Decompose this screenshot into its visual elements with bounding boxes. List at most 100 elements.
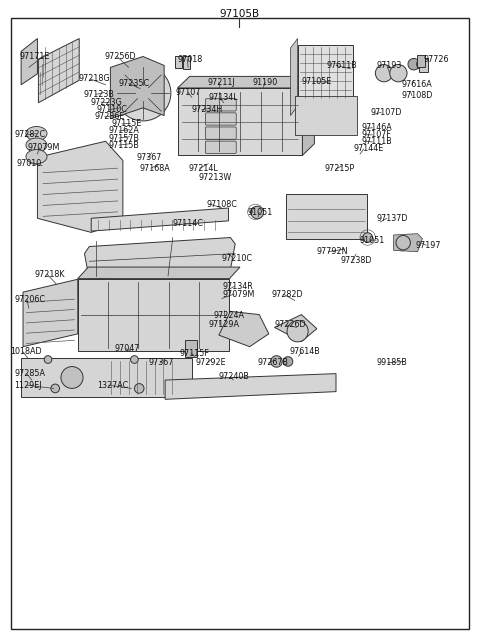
Polygon shape <box>110 56 164 119</box>
Ellipse shape <box>26 138 47 152</box>
Text: 97292E: 97292E <box>196 358 227 367</box>
Bar <box>183 56 190 69</box>
Bar <box>185 340 197 357</box>
Circle shape <box>375 65 393 82</box>
Text: 97108C: 97108C <box>206 200 237 209</box>
Text: 97137D: 97137D <box>376 214 408 223</box>
Circle shape <box>251 207 260 216</box>
Polygon shape <box>91 208 228 231</box>
Circle shape <box>115 65 171 121</box>
Text: 97047: 97047 <box>114 344 140 353</box>
Polygon shape <box>78 267 240 279</box>
Bar <box>286 194 367 239</box>
Text: 97218K: 97218K <box>35 270 65 279</box>
Text: 97105B: 97105B <box>219 9 259 19</box>
Text: 97616A: 97616A <box>401 80 432 89</box>
Text: 97115E: 97115E <box>111 119 142 128</box>
Text: 97256D: 97256D <box>105 52 136 61</box>
Text: 97105E: 97105E <box>301 77 332 86</box>
Text: 97223G: 97223G <box>90 98 122 107</box>
Bar <box>175 56 182 68</box>
Text: 97107F: 97107F <box>362 130 392 139</box>
Circle shape <box>408 58 420 70</box>
Text: 97234H: 97234H <box>191 105 222 114</box>
Text: 97224A: 97224A <box>213 311 244 320</box>
Text: 97235C: 97235C <box>118 79 149 88</box>
Text: 97218G: 97218G <box>79 74 110 83</box>
Circle shape <box>287 321 308 342</box>
Text: 1018AD: 1018AD <box>11 347 42 356</box>
Text: 97129A: 97129A <box>208 320 240 329</box>
Circle shape <box>251 206 264 219</box>
Text: 97210C: 97210C <box>222 254 253 263</box>
Text: 97197: 97197 <box>416 241 441 250</box>
Text: 97115B: 97115B <box>108 141 139 150</box>
Text: 97115F: 97115F <box>180 349 209 358</box>
FancyBboxPatch shape <box>205 99 236 111</box>
Text: 97213W: 97213W <box>199 173 232 182</box>
Text: 97215P: 97215P <box>324 164 355 173</box>
Text: 97079M: 97079M <box>28 143 60 152</box>
Circle shape <box>283 357 293 366</box>
Circle shape <box>271 356 282 367</box>
Polygon shape <box>219 311 269 347</box>
Text: 97792N: 97792N <box>317 247 348 256</box>
Text: 97236E: 97236E <box>94 112 124 121</box>
Text: 97171E: 97171E <box>19 52 49 61</box>
Text: 97144E: 97144E <box>353 144 384 153</box>
Bar <box>298 45 353 100</box>
Text: 97157B: 97157B <box>108 134 140 143</box>
Polygon shape <box>302 76 314 155</box>
Text: 97226D: 97226D <box>275 320 306 329</box>
Text: 97107D: 97107D <box>371 108 402 117</box>
Text: 97010: 97010 <box>16 159 42 168</box>
Text: 97168A: 97168A <box>139 164 170 173</box>
Polygon shape <box>23 279 78 347</box>
Text: 91051: 91051 <box>359 236 384 245</box>
Text: 97146A: 97146A <box>362 123 393 132</box>
Circle shape <box>44 356 52 363</box>
Text: 97123B: 97123B <box>84 90 114 99</box>
Text: 1327AC: 1327AC <box>97 381 128 390</box>
Ellipse shape <box>26 126 47 141</box>
Bar <box>419 58 428 72</box>
Text: 91190: 91190 <box>252 78 278 87</box>
Circle shape <box>390 65 407 82</box>
Text: 91051: 91051 <box>248 208 273 217</box>
Circle shape <box>131 356 138 363</box>
Circle shape <box>136 86 150 100</box>
Text: 97726: 97726 <box>423 55 449 64</box>
Polygon shape <box>84 238 235 279</box>
Text: 97107: 97107 <box>176 88 201 97</box>
Polygon shape <box>21 39 37 85</box>
Circle shape <box>417 58 428 70</box>
Text: 97111B: 97111B <box>362 137 393 146</box>
Text: 97108D: 97108D <box>401 91 432 100</box>
Polygon shape <box>290 39 298 116</box>
Bar <box>21 358 192 397</box>
Text: 97238D: 97238D <box>341 256 372 265</box>
Text: 97214L: 97214L <box>188 164 218 173</box>
FancyBboxPatch shape <box>205 127 236 139</box>
Circle shape <box>397 239 407 248</box>
Text: 97367: 97367 <box>136 153 162 162</box>
Ellipse shape <box>61 367 83 388</box>
Text: 97018: 97018 <box>178 55 203 64</box>
Polygon shape <box>38 39 79 103</box>
Text: 97162A: 97162A <box>108 126 139 135</box>
Text: 97134L: 97134L <box>208 93 238 102</box>
Text: 97282D: 97282D <box>272 290 303 299</box>
Text: 97079M: 97079M <box>223 290 255 299</box>
Polygon shape <box>178 88 302 155</box>
Text: 97134R: 97134R <box>223 282 253 291</box>
Text: 97285A: 97285A <box>14 369 46 378</box>
Text: 99185B: 99185B <box>376 358 407 367</box>
Text: 97211J: 97211J <box>207 78 235 87</box>
Text: 97267B: 97267B <box>257 358 288 367</box>
Circle shape <box>363 233 372 242</box>
Polygon shape <box>394 234 422 252</box>
Circle shape <box>51 384 60 393</box>
Bar <box>417 55 425 67</box>
Ellipse shape <box>26 150 47 164</box>
Circle shape <box>134 384 144 393</box>
